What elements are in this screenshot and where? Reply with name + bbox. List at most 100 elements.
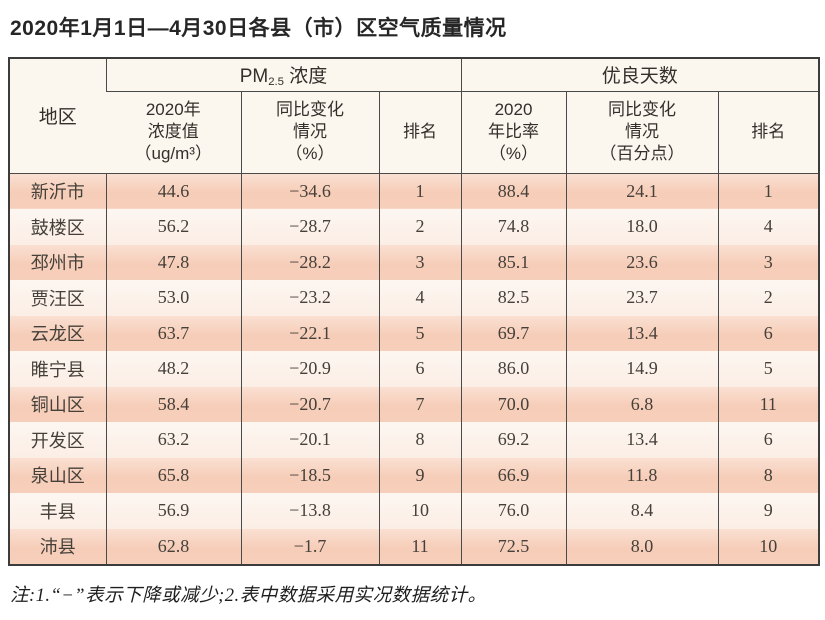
rate-change-cell: 11.8 [565,457,718,493]
pm-value-cell: 62.8 [105,528,241,565]
table-row: 云龙区 63.7 −22.1 5 69.7 13.4 6 [9,315,819,351]
pm-value-cell: 44.6 [105,173,241,209]
sub-header-row: 2020年 浓度值 （ug/m³） 同比变化 情况 （%） 排名 2020 年比… [9,91,819,174]
rate-rank-cell: 1 [717,173,819,209]
pm-change-cell: −34.6 [240,173,379,209]
pm-change-cell: −18.5 [240,457,379,493]
pm-change-cell: −20.1 [240,422,379,458]
group-header-row: 地区 PM2.5 浓度 优良天数 [9,58,819,174]
pm25-group-header: PM2.5 浓度 [105,58,461,92]
rate-cell: 88.4 [460,173,566,209]
table-row: 邳州市 47.8 −28.2 3 85.1 23.6 3 [9,244,819,280]
pm-value-cell: 63.7 [105,315,241,351]
table-row: 开发区 63.2 −20.1 8 69.2 13.4 6 [9,422,819,458]
pm25-label-prefix: PM [239,66,269,88]
table-row: 新沂市 44.6 −34.6 1 88.4 24.1 1 [9,173,819,209]
rate-rank-cell: 10 [717,528,819,565]
pm-value-cell: 56.9 [105,493,241,529]
rate-rank-cell: 11 [717,386,819,422]
pm-change-cell: −1.7 [240,528,379,565]
rate-cell: 70.0 [460,386,566,422]
rate-rank-cell: 6 [717,315,819,351]
rate-change-cell: 13.4 [565,422,718,458]
pm-change-cell: −13.8 [240,493,379,529]
pm-rank-cell: 7 [378,386,461,422]
pm25-label-subscript: 2.5 [268,76,285,89]
pm-change-cell: −20.9 [240,351,379,387]
pm-value-column-header: 2020年 浓度值 （ug/m³） [106,91,241,174]
region-cell: 新沂市 [9,173,106,209]
rate-cell: 74.8 [460,209,566,245]
pm-change-cell: −22.1 [240,315,379,351]
rate-rank-cell: 8 [717,457,819,493]
rate-cell: 69.2 [460,422,566,458]
rate-change-cell: 23.7 [565,280,718,316]
region-cell: 泉山区 [9,457,106,493]
table-header: 地区 PM2.5 浓度 优良天数 2020年 浓度值 （ug/m³） 同比变化 … [9,58,819,174]
pm-rank-cell: 4 [378,280,461,316]
region-cell: 沛县 [9,528,106,565]
rate-rank-cell: 6 [717,422,819,458]
table-row: 铜山区 58.4 −20.7 7 70.0 6.8 11 [9,386,819,422]
region-cell: 云龙区 [9,315,106,351]
rate-rank-cell: 4 [717,209,819,245]
rate-rank-cell: 3 [717,244,819,280]
page-title: 2020年1月1日—4月30日各县（市）区空气质量情况 [10,17,507,40]
region-cell: 铜山区 [9,386,106,422]
pm-value-cell: 65.8 [105,457,241,493]
pm-rank-cell: 6 [378,351,461,387]
rate-change-cell: 14.9 [565,351,718,387]
region-cell: 丰县 [9,493,106,529]
rate-cell: 85.1 [460,244,566,280]
pm-value-cell: 53.0 [105,280,241,316]
rate-cell: 66.9 [460,457,566,493]
rate-cell: 72.5 [460,528,566,565]
rate-change-cell: 8.0 [565,528,718,565]
rate-cell: 82.5 [460,280,566,316]
table-row: 丰县 56.9 −13.8 10 76.0 8.4 9 [9,493,819,529]
table-row: 鼓楼区 56.2 −28.7 2 74.8 18.0 4 [9,209,819,245]
region-cell: 开发区 [9,422,106,458]
pm-change-cell: −28.7 [240,209,379,245]
pm-rank-cell: 11 [378,528,461,565]
rate-cell: 69.7 [460,315,566,351]
pm-rank-cell: 1 [378,173,461,209]
pm-rank-column-header: 排名 [378,91,461,174]
rate-change-column-header: 同比变化 情况 （百分点） [565,91,718,174]
rate-change-cell: 6.8 [565,386,718,422]
region-column-header: 地区 [9,58,106,174]
region-cell: 鼓楼区 [9,209,106,245]
pm-change-cell: −28.2 [240,244,379,280]
pm25-label-suffix: 浓度 [284,66,328,88]
air-quality-table: 地区 PM2.5 浓度 优良天数 2020年 浓度值 （ug/m³） 同比变化 … [8,57,820,566]
pm-rank-cell: 10 [378,493,461,529]
table-row: 贾汪区 53.0 −23.2 4 82.5 23.7 2 [9,280,819,316]
region-cell: 贾汪区 [9,280,106,316]
rate-change-cell: 8.4 [565,493,718,529]
pm-change-cell: −20.7 [240,386,379,422]
pm-value-cell: 48.2 [105,351,241,387]
pm-value-cell: 63.2 [105,422,241,458]
pm-rank-cell: 8 [378,422,461,458]
pm-rank-cell: 3 [378,244,461,280]
rate-change-cell: 24.1 [565,173,718,209]
rate-cell: 86.0 [460,351,566,387]
region-cell: 睢宁县 [9,351,106,387]
table-row: 睢宁县 48.2 −20.9 6 86.0 14.9 5 [9,351,819,387]
rate-rank-cell: 2 [717,280,819,316]
rate-change-cell: 13.4 [565,315,718,351]
rate-change-cell: 23.6 [565,244,718,280]
pm-change-column-header: 同比变化 情况 （%） [240,91,379,174]
pm-value-cell: 47.8 [105,244,241,280]
table-row: 沛县 62.8 −1.7 11 72.5 8.0 10 [9,528,819,565]
pm-rank-cell: 9 [378,457,461,493]
good-days-group-header: 优良天数 [460,58,819,92]
table-body: 新沂市 44.6 −34.6 1 88.4 24.1 1 鼓楼区 56.2 −28.7 2 74.8 1… [9,173,819,565]
rate-cell: 76.0 [460,493,566,529]
rate-rank-cell: 9 [717,493,819,529]
pm-change-cell: −23.2 [240,280,379,316]
pm-value-cell: 56.2 [105,209,241,245]
table-row: 泉山区 65.8 −18.5 9 66.9 11.8 8 [9,457,819,493]
region-cell: 邳州市 [9,244,106,280]
